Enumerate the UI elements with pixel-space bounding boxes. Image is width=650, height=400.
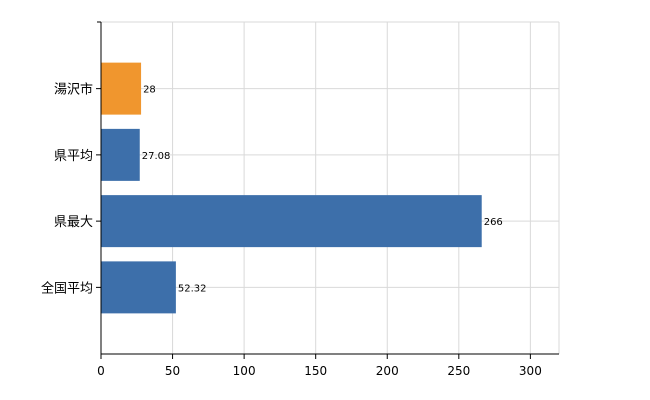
category-label: 全国平均 [41, 280, 93, 296]
x-tick-label: 250 [447, 364, 470, 378]
x-tick-label: 200 [376, 364, 399, 378]
data-label: 28 [143, 85, 156, 96]
bar [101, 261, 176, 314]
category-label: 県平均 [54, 149, 93, 164]
x-tick-label: 0 [97, 364, 105, 378]
x-tick-label: 100 [233, 364, 256, 378]
bar [101, 195, 482, 248]
data-label: 27.08 [142, 151, 171, 162]
labels: 0 50 100 150 200 250 300 湯沢市 28 県平均 27.08 県最大 266 全国平… [41, 82, 542, 378]
x-tick-label: 50 [165, 364, 180, 378]
x-tick-label: 300 [519, 364, 542, 378]
data-label: 52.32 [178, 283, 207, 294]
bar [101, 62, 142, 115]
category-label: 県最大 [54, 215, 93, 230]
data-label: 266 [484, 217, 503, 228]
category-label: 湯沢市 [54, 82, 93, 98]
bars [101, 62, 482, 314]
bar [101, 128, 140, 181]
x-tick-label: 150 [304, 364, 327, 378]
axes [96, 21, 559, 359]
